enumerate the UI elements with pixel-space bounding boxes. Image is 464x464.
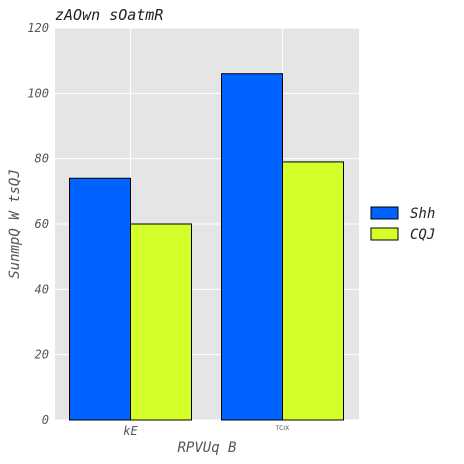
y-tick-label: 100 — [27, 86, 49, 100]
bar-CQJ-TCIX — [282, 161, 344, 421]
x-tick-label: kE — [123, 424, 138, 438]
legend: Shh CQJ — [370, 206, 435, 243]
bar-Shh-kE — [69, 177, 131, 421]
x-tick-label: TCIX — [275, 425, 289, 432]
legend-label: Shh — [410, 206, 435, 222]
y-tick-label: 0 — [42, 413, 49, 427]
legend-label: CQJ — [410, 227, 435, 243]
y-tick-label: 40 — [35, 282, 49, 296]
y-axis-ticks: 0 20 40 60 80 100 120 — [27, 21, 49, 427]
x-axis-label: RPVUq B — [177, 440, 236, 456]
y-tick-label: 120 — [27, 21, 49, 35]
y-tick-label: 80 — [35, 152, 49, 166]
bars — [69, 73, 344, 421]
y-tick-label: 20 — [35, 348, 49, 362]
x-axis-ticks: kE TCIX — [123, 424, 289, 438]
chart-title: zAOwn sOatmR — [55, 6, 163, 24]
y-tick-label: 60 — [35, 217, 49, 231]
legend-swatch — [370, 206, 399, 220]
legend-swatch — [370, 227, 399, 241]
bar-Shh-TCIX — [221, 73, 283, 421]
y-axis-label: SunmpQ W tsQJ — [7, 169, 23, 279]
bar-CQJ-kE — [130, 223, 192, 421]
